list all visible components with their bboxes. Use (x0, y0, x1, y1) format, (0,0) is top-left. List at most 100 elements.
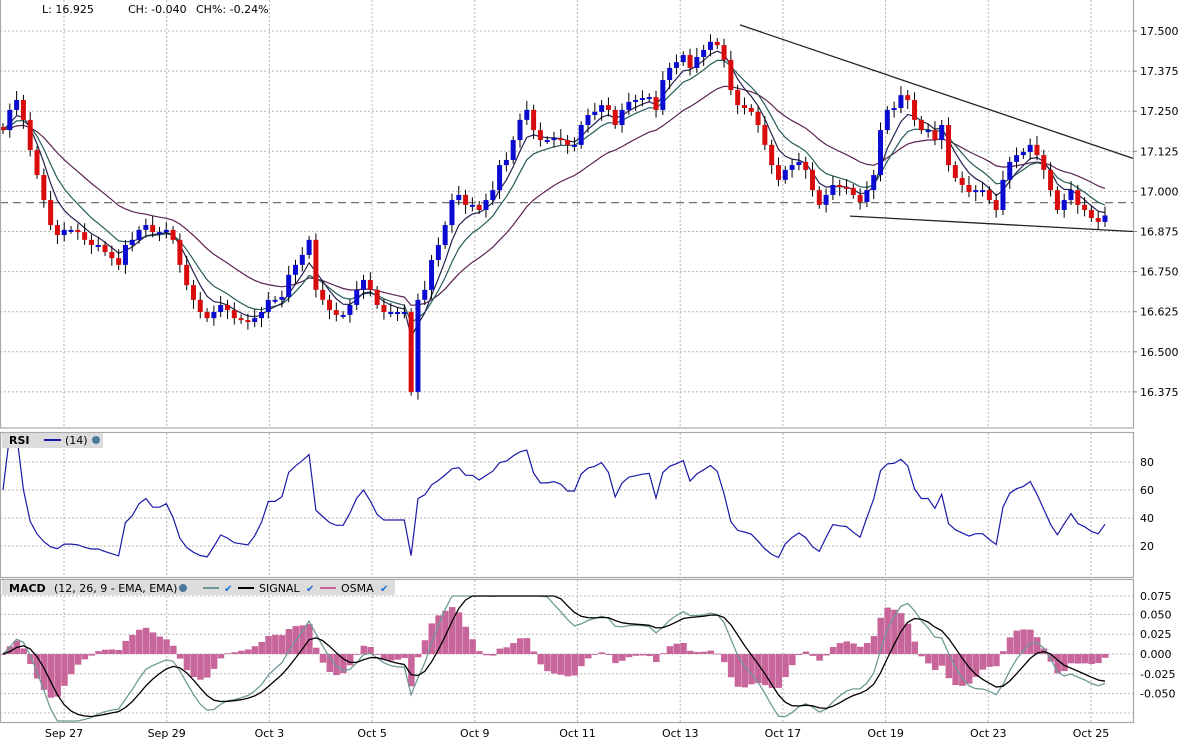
macd-panel-frame (0, 578, 1135, 724)
candle (503, 152, 509, 172)
candle-body (973, 190, 979, 193)
candle (619, 103, 625, 133)
macd-settings-globe-icon[interactable] (179, 584, 187, 592)
candle-body (1027, 144, 1033, 152)
candle-body (163, 229, 169, 233)
candle (789, 158, 795, 178)
macd-panel[interactable] (0, 595, 1109, 722)
osma-bar (299, 625, 306, 654)
rsi-settings-globe-icon[interactable] (92, 436, 100, 444)
candle (551, 131, 557, 148)
candle (565, 134, 571, 154)
osma-bar (1074, 654, 1082, 664)
candle-body (524, 109, 530, 120)
candle (238, 314, 244, 324)
osma-bar (401, 654, 408, 659)
candle-body (476, 204, 482, 211)
osma-bar (571, 654, 578, 676)
osma-bar (88, 654, 95, 656)
candle-body (395, 312, 401, 315)
candle-body (381, 304, 387, 313)
osma-bar (210, 654, 218, 669)
macd-legend[interactable]: MACD (12, 26, 9 - EMA, EMA) ✔ SIGNAL ✔ O… (2, 580, 395, 595)
rsi-panel-frame (0, 431, 1135, 579)
candle-body (1102, 215, 1108, 222)
candle-body (1095, 218, 1101, 222)
date-tick-label: Oct 13 (662, 727, 699, 740)
osma-bar (591, 654, 599, 655)
candle-body (585, 115, 591, 125)
candle (306, 235, 312, 259)
osma-bar (129, 634, 136, 654)
candle (122, 239, 128, 274)
candle (605, 97, 611, 117)
osma-bar (993, 654, 1000, 667)
candle (327, 294, 333, 320)
candle-body (619, 109, 625, 125)
candle-body (809, 169, 815, 191)
rsi-legend[interactable]: RSI (14) (2, 433, 103, 448)
osma-toggle-checkbox-icon[interactable]: ✔ (380, 584, 388, 595)
candle (844, 179, 850, 195)
macd-params: (12, 26, 9 - EMA, EMA) (54, 582, 177, 595)
osma-bar (469, 639, 476, 654)
signal-toggle-checkbox-icon[interactable]: ✔ (306, 584, 314, 595)
candle (667, 62, 673, 90)
candle (939, 119, 945, 150)
candle-body (116, 258, 122, 265)
osma-bar (673, 643, 680, 654)
osma-bar (938, 654, 946, 666)
candle (184, 255, 190, 291)
candle-body (299, 254, 305, 265)
candle (136, 226, 142, 244)
osma-bar (360, 645, 368, 654)
osma-bar (136, 629, 143, 654)
osma-bar (54, 654, 61, 697)
macd-line (2, 595, 1106, 722)
candle (633, 94, 639, 111)
candle-body (14, 99, 20, 110)
candle (211, 305, 217, 326)
candle-body (408, 312, 414, 392)
candle (701, 44, 707, 66)
osma-bar (408, 654, 415, 687)
candle (367, 272, 373, 297)
osma-bar (61, 654, 68, 686)
candle (388, 303, 394, 318)
candle-body (1075, 190, 1081, 205)
macd-toggle-checkbox-icon[interactable]: ✔ (224, 584, 232, 595)
price-panel[interactable] (0, 24, 1134, 400)
candle-body (204, 312, 210, 319)
osma-bar (904, 623, 912, 654)
candle (354, 280, 360, 311)
rsi-panel[interactable] (2, 433, 1106, 559)
osma-bar (204, 654, 211, 678)
candle-body (401, 312, 407, 315)
candle (116, 249, 122, 270)
osma-bar (843, 641, 851, 654)
candle (279, 290, 285, 308)
candle-body (673, 62, 679, 68)
candle (374, 286, 380, 309)
candle (918, 116, 924, 134)
candle-body (415, 299, 421, 392)
osma-bar (578, 654, 585, 667)
candle-body (327, 299, 333, 311)
osma-bar (795, 654, 803, 656)
candle-body (694, 56, 700, 68)
candle (864, 181, 870, 208)
candle-body (333, 310, 339, 315)
candle (272, 295, 278, 304)
osma-bar (897, 613, 905, 654)
osma-bar (727, 654, 735, 678)
candle (537, 122, 543, 147)
osma-bar (782, 654, 789, 678)
candle (1102, 206, 1108, 228)
candle (905, 90, 911, 109)
candle-body (265, 299, 271, 313)
macd-tick-label: 0.025 (1140, 628, 1172, 641)
candle (639, 90, 645, 107)
candle (952, 161, 958, 182)
osma-bar (646, 654, 653, 657)
candle-body (517, 119, 523, 141)
